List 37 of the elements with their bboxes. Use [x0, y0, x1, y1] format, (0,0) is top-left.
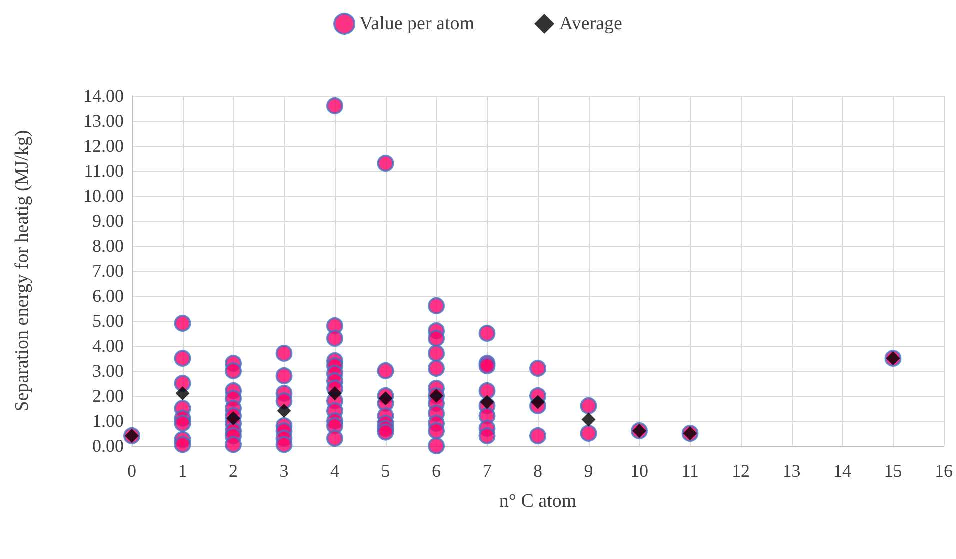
- x-axis-title: n° C atom: [499, 491, 577, 512]
- x-tick-label: 0: [128, 461, 136, 481]
- x-tick-label: 3: [280, 461, 289, 481]
- y-axis-title: Separation energy for heatig (MJ/kg): [12, 130, 33, 412]
- x-tick-label: 5: [381, 461, 390, 481]
- y-tick-label: 2.00: [92, 386, 124, 406]
- x-tick-label: 7: [482, 461, 492, 481]
- x-tick-label: 14: [834, 461, 852, 481]
- y-tick-label: 8.00: [92, 236, 124, 256]
- point: [582, 412, 596, 427]
- x-tick-label: 4: [330, 461, 340, 481]
- x-tick-label: 12: [732, 461, 750, 481]
- x-tick-label: 2: [229, 461, 238, 481]
- legend-label: Value per atom: [360, 14, 475, 34]
- y-tick-label: 3.00: [92, 361, 124, 381]
- x-tick-label: 16: [935, 461, 953, 481]
- y-tick-label: 5.00: [92, 311, 124, 331]
- x-tick-label: 1: [178, 461, 188, 481]
- y-tick-label: 14.00: [84, 86, 124, 106]
- y-tick-label: 0.00: [92, 436, 124, 456]
- legend-label: Average: [560, 14, 622, 34]
- x-tick-label: 6: [432, 461, 441, 481]
- y-tick-label: 12.00: [84, 136, 124, 156]
- x-tick-label: 11: [682, 461, 699, 481]
- y-tick-label: 7.00: [92, 261, 124, 281]
- y-tick-label: 13.00: [84, 111, 124, 131]
- x-tick-label: 13: [782, 461, 801, 481]
- x-tick-label: 15: [884, 461, 902, 481]
- y-tick-label: 6.00: [92, 286, 124, 306]
- y-tick-label: 4.00: [92, 336, 124, 356]
- y-tick-label: 10.00: [84, 186, 124, 206]
- y-tick-label: 9.00: [92, 211, 124, 231]
- x-tick-label: 8: [534, 461, 542, 481]
- x-tick-label: 10: [630, 461, 648, 481]
- y-tick-label: 1.00: [92, 411, 124, 431]
- x-tick-label: 9: [584, 461, 594, 481]
- y-tick-label: 11.00: [84, 161, 124, 181]
